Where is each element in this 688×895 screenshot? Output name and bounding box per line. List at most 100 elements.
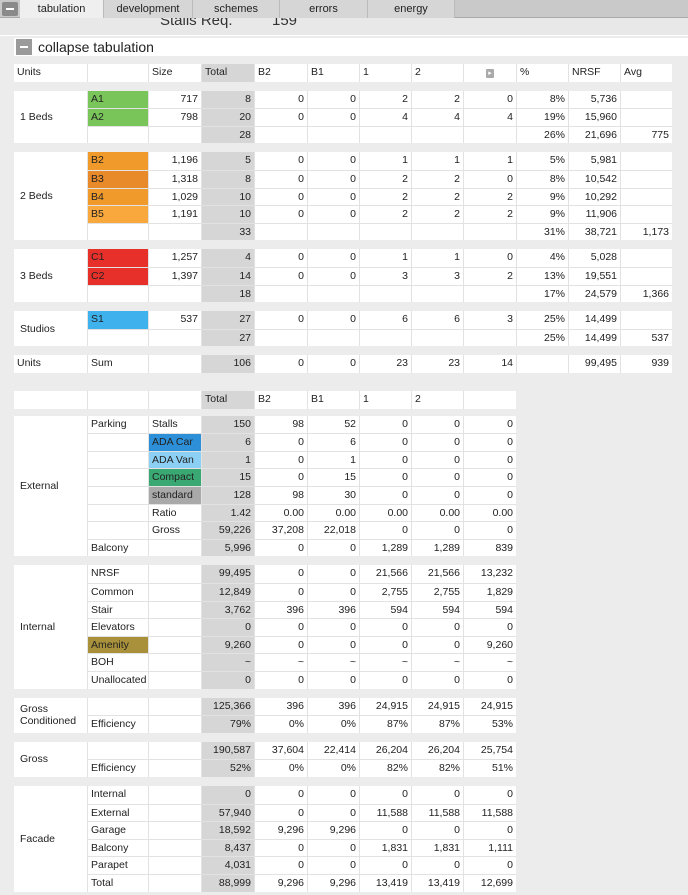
unit-percent: 8% [516, 90, 568, 109]
column-header: Units [17, 66, 41, 78]
unit-type-label[interactable]: B5 [87, 205, 148, 223]
unit-size [148, 284, 201, 303]
area-value: 37,604 [254, 741, 307, 760]
unit-total: 14 [201, 266, 254, 285]
area-value: 6 [307, 433, 359, 451]
tabulation-section-header[interactable]: collapse tabulation [14, 38, 688, 56]
area-category: Balcony [87, 838, 148, 857]
unit-type-label[interactable]: A1 [87, 90, 148, 109]
unit-floor-3: 1 [463, 152, 516, 170]
area-value: 0 [359, 433, 411, 451]
area-subcategory [148, 538, 201, 557]
area-subcategory [148, 670, 201, 689]
column-header: % [516, 64, 568, 82]
unit-avg [620, 249, 672, 267]
tab-energy[interactable]: energy [368, 0, 455, 18]
area-value: 99,495 [201, 565, 254, 583]
unit-floor-1: 1 [359, 249, 411, 267]
area-value: 0 [411, 415, 463, 434]
area-subcategory [148, 600, 201, 619]
unit-floor-3: 0 [463, 90, 516, 109]
tab-tabulation[interactable]: tabulation [20, 0, 104, 18]
column-header: NRSF [568, 64, 620, 82]
unit-nrsf: 10,542 [568, 169, 620, 188]
unit-floor-2: 2 [411, 187, 463, 206]
area-value: 12,699 [463, 874, 516, 892]
unit-total: 4 [201, 249, 254, 267]
area-value: 0% [254, 715, 307, 733]
tab-development[interactable]: development [104, 0, 193, 18]
area-value: 22,414 [307, 741, 359, 760]
unit-type-label[interactable]: B4 [87, 187, 148, 206]
column-header [87, 391, 148, 409]
area-value: 0.00 [463, 503, 516, 522]
unit-floor-2: 3 [411, 266, 463, 285]
unit-total: 10 [201, 205, 254, 223]
area-value: 0 [254, 786, 307, 804]
sum-floor-2: 23 [411, 355, 463, 373]
menu-icon[interactable] [2, 2, 18, 16]
area-value: 0 [359, 856, 411, 874]
tab-schemes[interactable]: schemes [193, 0, 280, 18]
unit-percent: 5% [516, 152, 568, 170]
unit-b2 [254, 222, 307, 241]
tab-bar: tabulation development schemes errors en… [0, 0, 688, 18]
area-value: 30 [307, 485, 359, 504]
unit-type-label[interactable]: C2 [87, 266, 148, 285]
unit-type-label[interactable]: C1 [87, 249, 148, 267]
area-value: 0 [254, 538, 307, 557]
area-value: 0 [411, 618, 463, 636]
area-value: 0 [254, 635, 307, 654]
unit-floor-1 [359, 222, 411, 241]
unit-percent: 4% [516, 249, 568, 267]
area-category: Stair [87, 600, 148, 619]
area-value: 0 [359, 450, 411, 469]
area-value: 2,755 [411, 582, 463, 601]
area-value: 1,831 [359, 838, 411, 857]
area-value: 21,566 [411, 565, 463, 583]
unit-size [148, 125, 201, 144]
area-category: Garage [87, 821, 148, 839]
unit-nrsf: 5,981 [568, 152, 620, 170]
area-subcategory [148, 759, 201, 777]
area-group-4: Facade Internal 0 0 0 0 0 0 External 57,940 0 0 11,5… [14, 786, 516, 892]
section-title: collapse tabulation [38, 39, 154, 55]
unit-floor-2 [411, 222, 463, 241]
area-category [87, 503, 148, 522]
area-value: 0 [307, 538, 359, 557]
area-value: 0 [411, 450, 463, 469]
area-subcategory: Stalls [148, 415, 201, 434]
area-value: 11,588 [463, 803, 516, 822]
collapse-icon[interactable] [16, 39, 32, 55]
sum-b2: 0 [254, 355, 307, 373]
unit-type-label [87, 284, 148, 303]
unit-type-label[interactable]: S1 [87, 311, 148, 329]
area-category: Elevators [87, 618, 148, 636]
area-value: ~ [359, 653, 411, 671]
area-value: 1,829 [463, 582, 516, 601]
area-value: 13,232 [463, 565, 516, 583]
table-cell [516, 355, 568, 373]
area-value: 11,588 [359, 803, 411, 822]
unit-type-label[interactable]: B3 [87, 169, 148, 188]
unit-percent: 8% [516, 169, 568, 188]
area-value: 59,226 [201, 521, 254, 539]
area-value: 0 [463, 485, 516, 504]
unit-total: 8 [201, 169, 254, 188]
column-header: 2 [411, 391, 463, 409]
unit-avg: 1,173 [620, 222, 672, 241]
sum-avg: 939 [620, 355, 672, 373]
area-value: 82% [411, 759, 463, 777]
unit-type-label[interactable]: B2 [87, 152, 148, 170]
unit-b1: 0 [307, 108, 359, 126]
unit-percent: 25% [516, 311, 568, 329]
stalls-required-label: Stalls Req. [160, 18, 233, 29]
tab-errors[interactable]: errors [280, 0, 368, 18]
unit-b2: 0 [254, 266, 307, 285]
scroll-right-icon[interactable]: ▸ [486, 69, 494, 78]
unit-floor-3: 2 [463, 187, 516, 206]
unit-floor-3: 2 [463, 205, 516, 223]
area-value: 0.00 [359, 503, 411, 522]
sum-floor-1: 23 [359, 355, 411, 373]
unit-type-label[interactable]: A2 [87, 108, 148, 126]
